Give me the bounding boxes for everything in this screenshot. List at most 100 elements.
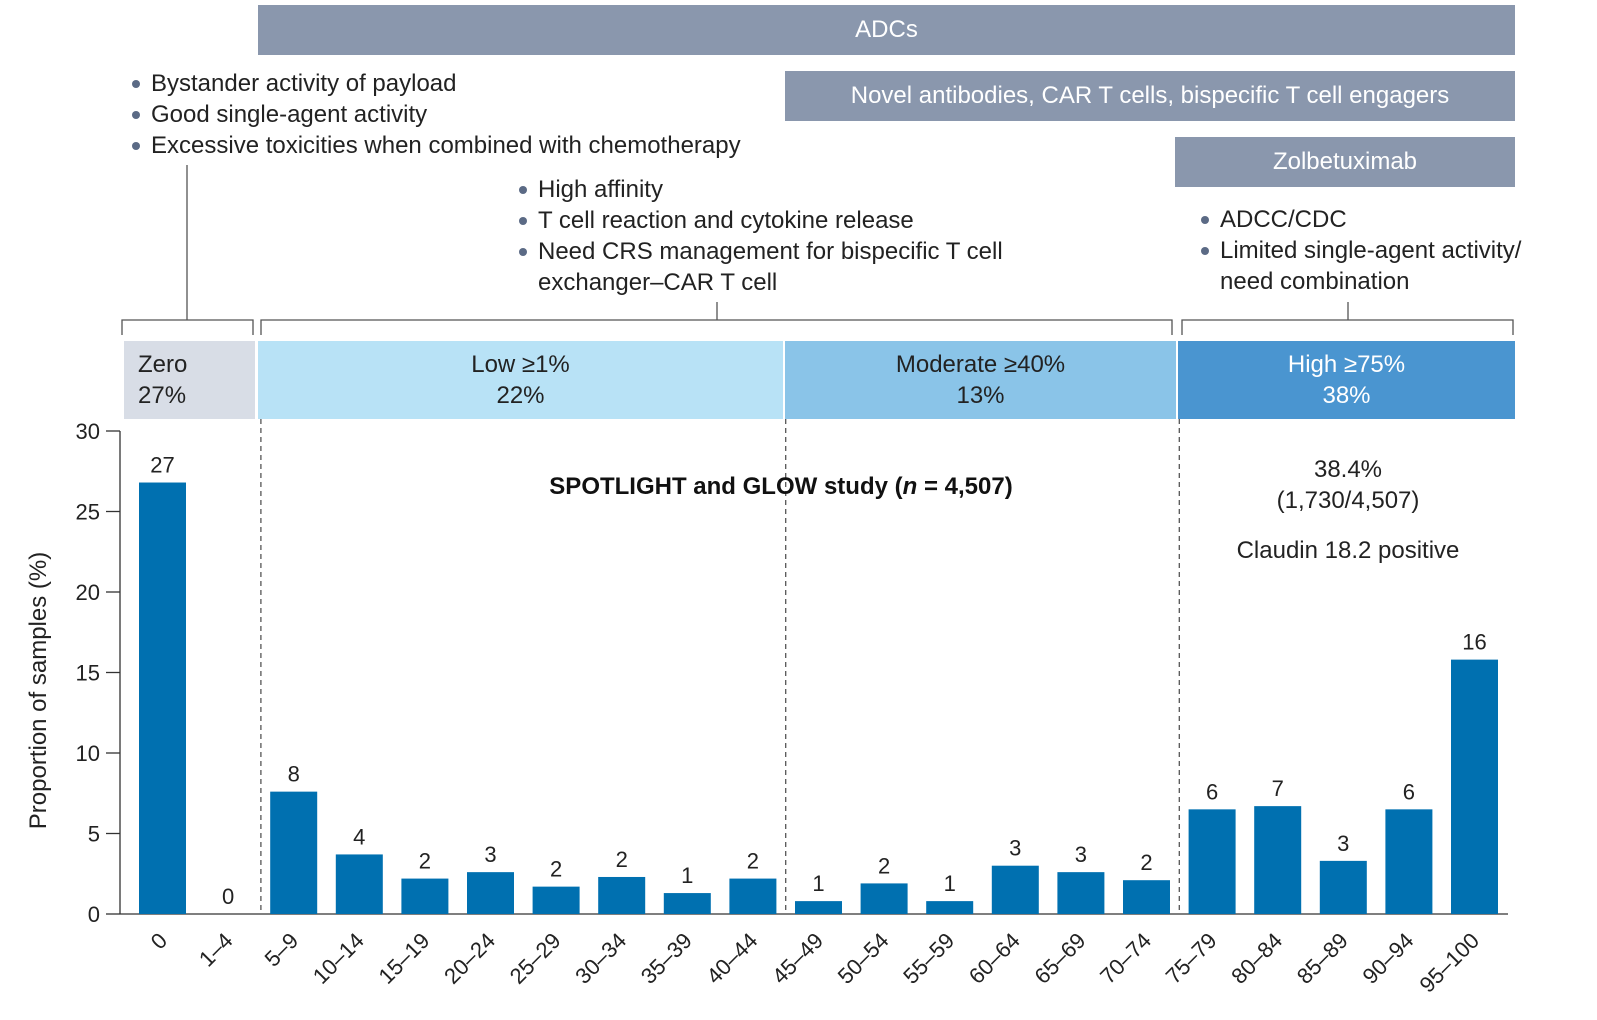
- bar: [1385, 809, 1433, 914]
- bar-value-label: 1: [681, 863, 693, 888]
- band-zero-name: Zero: [138, 351, 188, 378]
- bar-value-label: 1: [944, 871, 956, 896]
- x-tick-label: 40–44: [701, 928, 762, 989]
- band-high-name: High ≥75%: [1287, 351, 1406, 378]
- x-tick-label: 70–74: [1095, 928, 1156, 989]
- bar: [1057, 872, 1105, 914]
- bar: [1319, 860, 1367, 914]
- y-tick-label: 30: [76, 419, 100, 444]
- annotation-percent: 38.4%: [1314, 456, 1382, 483]
- novel-therapies-banner-label: Novel antibodies, CAR T cells, bispecifi…: [850, 82, 1450, 109]
- y-tick-label: 20: [76, 580, 100, 605]
- y-tick-label: 0: [88, 902, 100, 927]
- band-zero-percent: 27%: [138, 382, 187, 409]
- bar-value-label: 2: [747, 849, 759, 874]
- bar-value-label: 2: [550, 857, 562, 882]
- x-tick-label: 65–69: [1029, 928, 1090, 989]
- bar: [663, 893, 711, 914]
- novel-therapies-banner: Novel antibodies, CAR T cells, bispecifi…: [785, 71, 1515, 121]
- bar: [729, 878, 777, 914]
- x-tick-label: 5–9: [260, 928, 304, 972]
- zolbetuximab-banner: Zolbetuximab: [1175, 137, 1515, 187]
- x-tick-label: 15–19: [373, 928, 434, 989]
- bar-value-label: 3: [1337, 831, 1349, 856]
- x-tick-label: 30–34: [570, 928, 631, 989]
- band-zero: Zero 27%: [124, 341, 255, 419]
- chart-title: SPOTLIGHT and GLOW study (n = 4,507): [549, 473, 1012, 500]
- x-tick-label: 75–79: [1161, 928, 1222, 989]
- note-item: Limited single-agent activity/: [1198, 235, 1521, 266]
- bar-value-label: 2: [616, 847, 628, 872]
- bar: [991, 865, 1039, 914]
- y-tick-label: 5: [88, 822, 100, 847]
- x-tick-label: 45–49: [767, 928, 828, 989]
- bar: [1451, 659, 1498, 914]
- x-tick-label: 35–39: [636, 928, 697, 989]
- bar-value-label: 0: [222, 884, 234, 909]
- bar: [532, 886, 580, 914]
- x-tick-label: 50–54: [833, 928, 894, 989]
- note-item: Bystander activity of payload: [129, 68, 741, 99]
- band-high-percent: 38%: [1322, 382, 1371, 409]
- y-tick-label: 25: [76, 500, 100, 525]
- bracket-high: [1181, 302, 1514, 335]
- bracket-zero: [121, 165, 254, 335]
- y-tick-label: 10: [76, 741, 100, 766]
- x-tick-label: 55–59: [898, 928, 959, 989]
- bar: [139, 482, 186, 914]
- bar-value-label: 2: [419, 849, 431, 874]
- band-moderate-name: Moderate ≥40%: [895, 351, 1066, 378]
- bar: [926, 901, 974, 914]
- bar: [1188, 809, 1236, 914]
- x-tick-label: 0: [146, 928, 172, 954]
- bar-value-label: 6: [1403, 779, 1415, 804]
- bracket-low-moderate: [260, 302, 1173, 335]
- zolbetuximab-banner-label: Zolbetuximab: [1272, 148, 1418, 175]
- annotation-count: (1,730/4,507): [1277, 487, 1420, 514]
- x-tick-label: 20–24: [439, 928, 500, 989]
- bar-value-label: 8: [288, 762, 300, 787]
- adc-notes: Bystander activity of payload Good singl…: [129, 68, 741, 161]
- note-item: High affinity: [516, 174, 1003, 205]
- bar: [598, 876, 646, 914]
- x-tick-label: 1–4: [194, 928, 238, 972]
- note-continuation: exchanger–CAR T cell: [538, 269, 778, 296]
- bar-value-label: 3: [1009, 836, 1021, 861]
- zolbetuximab-notes: ADCC/CDC Limited single-agent activity/: [1198, 204, 1521, 266]
- note-item: Good single-agent activity: [129, 99, 741, 130]
- bar-value-label: 3: [484, 842, 496, 867]
- band-high: High ≥75% 38%: [1178, 341, 1515, 419]
- x-tick-label: 60–64: [964, 928, 1025, 989]
- y-tick-label: 15: [76, 661, 100, 686]
- bar: [401, 878, 449, 914]
- x-tick-label: 85–89: [1292, 928, 1353, 989]
- band-moderate: Moderate ≥40% 13%: [785, 341, 1176, 419]
- brackets: [121, 165, 1514, 335]
- bar: [270, 791, 318, 914]
- x-tick-label: 10–14: [308, 928, 369, 989]
- band-low-percent: 22%: [496, 382, 545, 409]
- band-low-name: Low ≥1%: [471, 351, 570, 378]
- bar: [335, 854, 383, 914]
- bar: [1123, 880, 1170, 914]
- bar: [795, 901, 842, 914]
- x-tick-label: 25–29: [505, 928, 566, 989]
- bar-value-label: 3: [1075, 842, 1087, 867]
- x-tick-label: 80–84: [1226, 928, 1287, 989]
- bar-value-label: 7: [1272, 776, 1284, 801]
- bar: [1254, 806, 1302, 914]
- adcs-banner: ADCs: [258, 5, 1515, 55]
- note-item: ADCC/CDC: [1198, 204, 1521, 235]
- bar-value-label: 6: [1206, 779, 1218, 804]
- x-tick-label: 90–94: [1357, 928, 1418, 989]
- bar-value-label: 4: [353, 824, 365, 849]
- bar-value-label: 2: [878, 853, 890, 878]
- bar-value-label: 16: [1462, 630, 1486, 655]
- novel-therapy-notes: High affinity T cell reaction and cytoki…: [516, 174, 1003, 267]
- band-moderate-percent: 13%: [956, 382, 1005, 409]
- band-low: Low ≥1% 22%: [258, 341, 783, 419]
- note-item: T cell reaction and cytokine release: [516, 205, 1003, 236]
- note-item: Excessive toxicities when combined with …: [129, 130, 741, 161]
- adcs-banner-label: ADCs: [855, 16, 918, 43]
